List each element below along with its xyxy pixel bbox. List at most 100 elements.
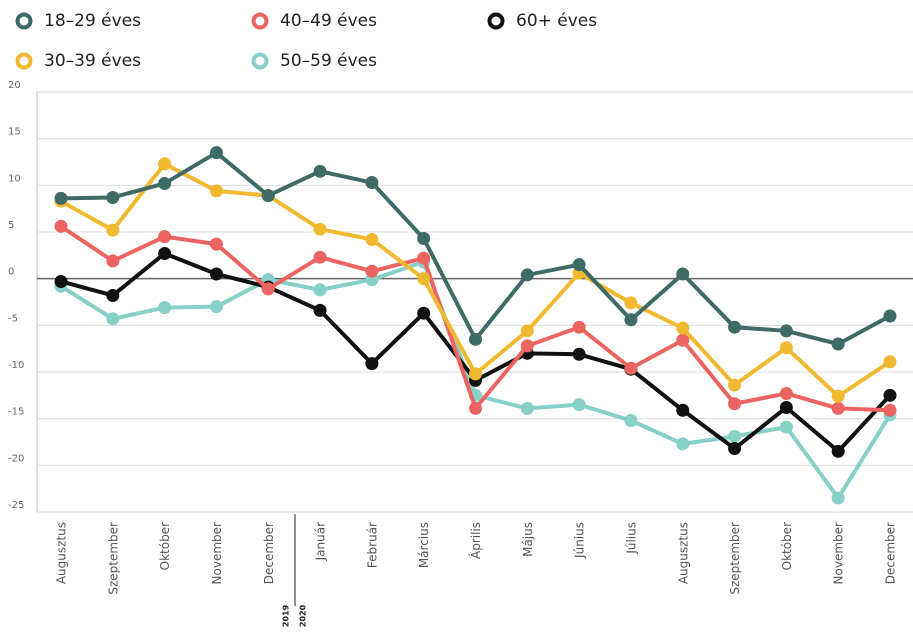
data-point	[54, 219, 68, 233]
x-tick-label: Augusztus	[676, 522, 690, 584]
y-tick-label: -20	[8, 453, 24, 464]
series-line	[60, 150, 891, 346]
data-point	[728, 429, 742, 443]
data-point	[676, 321, 690, 335]
data-point	[469, 332, 482, 346]
data-point	[365, 264, 379, 278]
y-tick-label: 15	[8, 127, 21, 138]
data-point	[520, 268, 534, 282]
y-tick-label: -25	[8, 500, 24, 511]
y-tick-label: 5	[8, 220, 14, 231]
legend-label: 40–49 éves	[280, 11, 377, 31]
data-point	[313, 164, 327, 178]
year-label: 2019	[282, 604, 291, 627]
data-point	[883, 388, 897, 402]
data-point	[831, 444, 845, 458]
y-tick-label: -10	[8, 360, 24, 371]
data-point	[831, 389, 845, 403]
data-point	[313, 303, 327, 317]
data-point	[624, 361, 638, 375]
legend-label: 30–39 éves	[44, 51, 141, 71]
series-line	[60, 251, 892, 454]
data-point	[728, 320, 742, 334]
data-point	[158, 230, 172, 244]
y-tick-label: 0	[8, 267, 14, 278]
data-point	[779, 400, 793, 414]
data-point	[520, 324, 534, 338]
legend-label: 50–59 éves	[280, 51, 377, 71]
data-point	[417, 251, 431, 265]
legend-marker	[251, 52, 269, 70]
x-tick-label: Január	[314, 522, 328, 561]
data-point	[158, 176, 172, 190]
data-point	[209, 267, 223, 281]
data-point	[158, 157, 172, 171]
data-point	[261, 189, 275, 203]
x-tick-label: Szeptember	[728, 522, 742, 595]
data-point	[54, 191, 68, 205]
x-tick-label: Augusztus	[55, 522, 69, 584]
data-point	[209, 146, 223, 160]
data-point	[676, 333, 690, 347]
data-point	[158, 246, 172, 260]
data-point	[728, 378, 742, 392]
data-point	[469, 367, 482, 381]
data-point	[624, 414, 638, 428]
x-tick-label: Szeptember	[106, 522, 120, 595]
data-point	[831, 401, 845, 415]
data-point	[313, 250, 327, 264]
x-tick-label: Május	[521, 522, 535, 557]
data-point	[572, 320, 586, 334]
data-point	[417, 232, 431, 246]
data-point	[54, 274, 68, 288]
data-point	[779, 386, 793, 400]
data-point	[779, 341, 793, 355]
data-point	[883, 309, 897, 323]
x-tick-label: Október	[158, 522, 172, 570]
data-point	[676, 437, 690, 451]
legend-label: 60+ éves	[516, 11, 597, 31]
data-point	[313, 222, 327, 236]
x-tick-label: Október	[780, 522, 794, 570]
data-point	[883, 355, 897, 369]
y-tick-label: 10	[8, 173, 21, 184]
data-point	[261, 282, 275, 296]
x-tick-label: Március	[417, 522, 431, 568]
data-point	[520, 401, 534, 415]
data-point	[313, 283, 327, 297]
data-point	[106, 288, 120, 302]
data-point	[209, 237, 223, 251]
data-point	[572, 398, 586, 412]
data-point	[728, 397, 742, 411]
data-point	[572, 258, 586, 272]
data-point	[106, 312, 120, 326]
x-tick-label: December	[262, 522, 276, 584]
y-tick-label: -5	[8, 313, 18, 324]
data-point	[624, 296, 638, 310]
data-point	[106, 254, 120, 268]
data-point	[728, 442, 742, 456]
data-point	[365, 176, 379, 190]
data-point	[365, 357, 379, 371]
data-point	[831, 491, 845, 505]
data-point	[417, 272, 431, 286]
data-point	[572, 347, 586, 361]
data-point	[365, 232, 379, 246]
legend-marker	[15, 52, 33, 70]
x-tick-label: Április	[468, 522, 483, 559]
data-point	[106, 223, 120, 237]
data-point	[779, 420, 793, 434]
legend-marker	[251, 12, 269, 30]
x-tick-label: December	[884, 522, 898, 584]
y-tick-label: 20	[8, 80, 21, 91]
data-point	[883, 403, 897, 417]
data-point	[676, 403, 690, 417]
series-line	[60, 161, 892, 399]
data-point	[469, 401, 482, 415]
y-tick-label: -15	[8, 407, 24, 418]
data-point	[779, 324, 793, 338]
x-tick-label: November	[210, 522, 224, 584]
data-point	[209, 300, 223, 314]
x-tick-label: November	[832, 522, 846, 584]
